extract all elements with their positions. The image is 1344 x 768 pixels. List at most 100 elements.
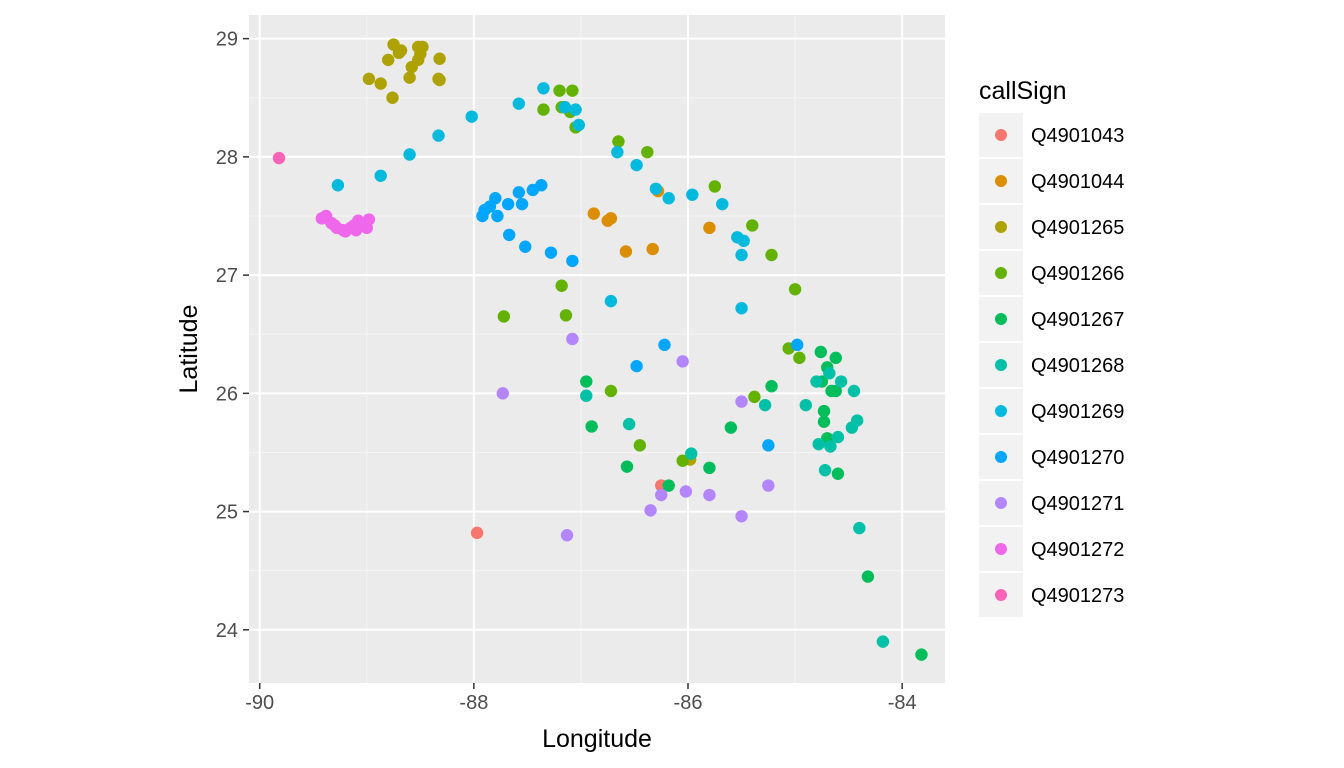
legend-label: Q4901267 [1031, 309, 1124, 331]
data-point [735, 510, 748, 523]
y-axis: 24 25 26 27 28 29 [216, 29, 249, 642]
data-point [519, 240, 532, 253]
data-point [432, 129, 445, 142]
data-point [405, 60, 418, 74]
y-tick-label: 26 [216, 383, 238, 405]
y-tick-label: 25 [216, 502, 238, 524]
legend-item: Q4901269 [979, 389, 1124, 433]
data-point [553, 84, 566, 97]
data-point [762, 439, 775, 452]
data-point [611, 145, 624, 159]
legend-key [995, 221, 1007, 233]
data-point [620, 460, 634, 473]
legend-label: Q4901269 [1031, 401, 1124, 423]
legend-label: Q4901043 [1031, 125, 1124, 147]
data-point [915, 648, 928, 661]
data-point [791, 338, 804, 352]
data-point [604, 212, 618, 225]
data-point [662, 192, 675, 205]
data-point [735, 302, 748, 315]
data-point [497, 310, 511, 323]
data-point [362, 213, 376, 226]
data-point [630, 359, 643, 373]
data-point [559, 309, 573, 322]
data-point [349, 223, 363, 237]
legend-key [995, 589, 1007, 601]
data-point [535, 179, 548, 192]
data-point [633, 439, 647, 452]
data-point [825, 384, 838, 398]
data-point [876, 635, 890, 648]
data-point [470, 526, 484, 540]
legend-key [995, 451, 1007, 463]
legend-key [995, 175, 1007, 187]
legend-key [995, 497, 1007, 509]
y-axis-title: Latitude [175, 305, 203, 394]
data-point [793, 351, 806, 365]
data-point [489, 192, 502, 205]
data-point [758, 398, 772, 412]
legend-key [995, 129, 1007, 141]
data-point [735, 248, 748, 262]
data-point [566, 332, 579, 346]
data-point [501, 197, 515, 211]
legend-key [995, 359, 1007, 371]
legend-title: callSign [979, 77, 1067, 105]
y-tick-label: 27 [216, 265, 238, 287]
data-point [788, 283, 802, 296]
y-tick-label: 29 [216, 29, 238, 51]
data-point [641, 145, 654, 159]
legend-label: Q4901273 [1031, 585, 1124, 607]
data-point [716, 197, 729, 211]
legend-item: Q4901273 [979, 573, 1124, 617]
data-point [512, 186, 526, 199]
data-point [515, 197, 529, 211]
legend-key [995, 267, 1007, 279]
data-point [676, 355, 689, 368]
legend-key [995, 313, 1007, 325]
x-axis-title: Longitude [542, 725, 652, 753]
data-point [362, 72, 376, 86]
data-point [585, 420, 598, 433]
data-point [560, 529, 574, 542]
legend-label: Q4901271 [1031, 493, 1124, 515]
legend-label: Q4901268 [1031, 355, 1124, 377]
data-point [619, 245, 633, 258]
legend: callSign Q4901043 Q4901044 Q4901265 Q490126… [979, 77, 1124, 617]
data-point [662, 479, 675, 492]
data-point [566, 254, 579, 268]
data-point [572, 118, 585, 132]
data-point [382, 53, 395, 67]
data-point [386, 91, 399, 104]
x-axis: -90 -88 -86 -84 [245, 683, 917, 714]
data-point [587, 207, 600, 220]
data-point [824, 440, 837, 453]
data-point [703, 221, 716, 235]
y-tick-label: 28 [216, 147, 238, 169]
data-point [679, 485, 693, 498]
data-point [748, 390, 761, 404]
data-point [831, 430, 845, 444]
legend-item: Q4901270 [979, 435, 1124, 479]
data-point [861, 570, 875, 583]
legend-item: Q4901043 [979, 113, 1124, 157]
data-point [374, 169, 387, 182]
data-point [724, 421, 738, 434]
data-point [580, 375, 593, 388]
data-point [392, 46, 406, 60]
data-point [655, 488, 668, 502]
data-point [823, 367, 836, 380]
data-point [708, 180, 721, 193]
data-point [676, 454, 689, 467]
data-point [544, 246, 558, 259]
legend-label: Q4901272 [1031, 539, 1124, 561]
legend-item: Q4901271 [979, 481, 1124, 525]
data-point [814, 345, 827, 359]
x-tick-label: -86 [674, 692, 703, 714]
data-point [847, 384, 861, 398]
data-point [433, 73, 446, 87]
data-point [566, 84, 579, 97]
data-point [555, 279, 568, 292]
data-point [646, 242, 659, 256]
